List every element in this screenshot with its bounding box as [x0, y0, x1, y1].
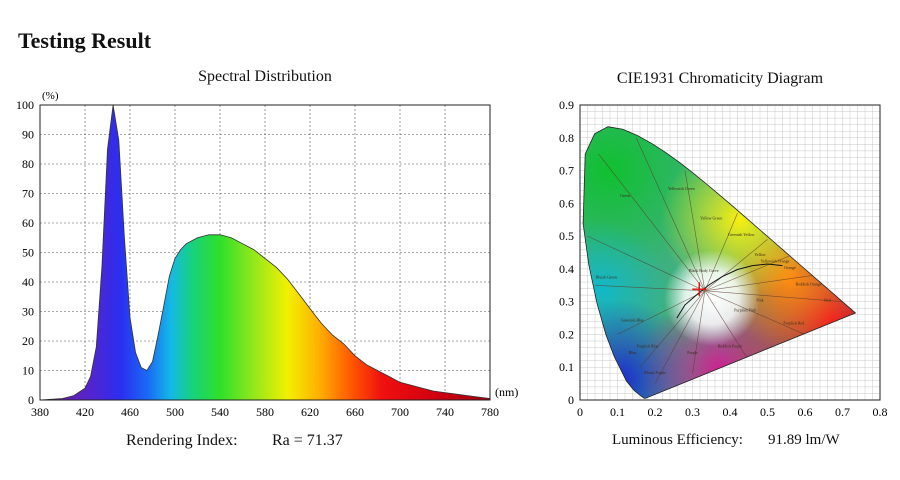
- rendering-index-value: Ra = 71.37: [272, 432, 343, 449]
- cie-x-tick-label: 0.7: [835, 405, 850, 419]
- cie-y-tick-label: 0.1: [559, 360, 574, 374]
- spectral-x-tick-label: 580: [256, 405, 274, 419]
- spectral-y-tick-label: 70: [22, 187, 34, 201]
- cie-region-label: Orange: [784, 265, 796, 270]
- cie-region-label: Yellowish Green: [668, 186, 695, 191]
- spectral-y-axis-label: (%): [42, 90, 59, 102]
- cie-region-label: Greenish Yellow: [728, 232, 755, 237]
- cie-spectral-locus: [582, 126, 857, 399]
- spectral-chart-title: Spectral Distribution: [198, 68, 332, 85]
- spectral-y-tick-label: 20: [22, 334, 34, 348]
- spectral-x-tick-label: 740: [436, 405, 454, 419]
- spectral-x-tick-label: 460: [121, 405, 139, 419]
- cie-region-label: Purple: [687, 350, 698, 355]
- cie-y-tick-label: 0.2: [559, 327, 574, 341]
- spectral-x-tick-label: 380: [31, 405, 49, 419]
- spectral-y-tick-label: 10: [22, 364, 34, 378]
- cie-region-label: Purplish Pink: [734, 308, 756, 313]
- cie-x-tick-label: 0.6: [798, 405, 813, 419]
- cie-region-label: Purplish Red: [783, 321, 804, 326]
- spectral-y-tick-label: 90: [22, 128, 34, 142]
- spectral-y-tick-label: 40: [22, 275, 34, 289]
- cie-y-tick-label: 0.4: [559, 262, 574, 276]
- luminous-efficiency-value: 91.89 lm/W: [768, 432, 840, 448]
- cie-x-tick-label: 0.2: [648, 405, 663, 419]
- cie-x-tick-label: 0.1: [610, 405, 625, 419]
- spectral-series-area: [40, 105, 490, 400]
- rendering-index-label: Rendering Index:: [126, 432, 238, 449]
- cie-region-label: Green: [620, 193, 630, 198]
- cie-region-label: Bluish Purple: [644, 370, 666, 375]
- cie-region-label: Red: [824, 298, 830, 303]
- cie-region-label: Reddish Purple: [718, 344, 743, 349]
- cie-region-label: Yellow: [754, 252, 765, 257]
- spectral-x-axis-label: (nm): [495, 385, 518, 399]
- cie-region-label: Reddish Orange: [796, 281, 822, 286]
- cie-measured-points: [692, 282, 707, 297]
- spectral-x-tick-label: 500: [166, 405, 184, 419]
- spectral-x-tick-label: 420: [76, 405, 94, 419]
- cie-region-labels: Green Yellowish Green Yellow Green Greenish…: [596, 186, 831, 375]
- cie-region-label: Pink: [756, 298, 763, 303]
- cie-x-tick-label: 0.8: [873, 405, 888, 419]
- spectral-x-tick-label: 700: [391, 405, 409, 419]
- spectral-plot-frame: [39, 104, 491, 401]
- cie-y-tick-label: 0.3: [559, 295, 574, 309]
- cie-y-tick-label: 0.6: [559, 196, 574, 210]
- cie-y-tick-label: 0: [568, 393, 574, 407]
- cie-y-tick-label: 0.8: [559, 131, 574, 145]
- cie-region-label: Greenish Blue: [621, 317, 644, 322]
- spectral-x-tick-label: 780: [481, 405, 499, 419]
- cie-region-label: Yellow Green: [700, 216, 722, 221]
- cie-x-tick-label: 0.3: [685, 405, 700, 419]
- spectral-y-tick-label: 50: [22, 246, 34, 260]
- cie-y-tick-label: 0.7: [559, 164, 574, 178]
- spectral-y-tick-label: 0: [28, 393, 34, 407]
- cie-x-tick-label: 0.5: [760, 405, 775, 419]
- spectral-y-tick-label: 60: [22, 216, 34, 230]
- cie-region-label: Bluish Green: [596, 275, 617, 280]
- cie-measured-point: [692, 282, 707, 297]
- luminous-efficiency-label: Luminous Efficiency:: [612, 432, 743, 448]
- cie-region-label: Blue: [629, 350, 637, 355]
- cie-chart-title: CIE1931 Chromaticity Diagram: [616, 70, 824, 87]
- spectral-x-tick-label: 540: [211, 405, 229, 419]
- page-title: Testing Result: [18, 28, 152, 53]
- cie-region-label: Purplish Blue: [637, 344, 659, 349]
- cie-plot-frame: [579, 104, 881, 401]
- cie-black-body-curve: [676, 263, 783, 319]
- cie-region-label: Yellowish Orange: [761, 258, 790, 263]
- spectral-x-tick-label: 620: [301, 405, 319, 419]
- cie-y-tick-label: 0.9: [559, 98, 574, 112]
- spectral-tick-labels: 380 420 460 500 540 580 620 660 700 740 780 0 10 20 30…: [16, 98, 499, 419]
- cie-y-tick-label: 0.5: [559, 229, 574, 243]
- cie-region-label: Black Body Curve: [689, 268, 719, 273]
- cie-x-tick-label: 0: [577, 405, 583, 419]
- spectral-y-tick-label: 30: [22, 305, 34, 319]
- spectral-x-tick-label: 660: [346, 405, 364, 419]
- cie-x-tick-label: 0.4: [723, 405, 738, 419]
- cie-tick-labels: 0 0.1 0.2 0.3 0.4 0.5 0.6 0.7 0.8 0 0.1 0.2 0.3 0.4 0.…: [559, 98, 888, 419]
- spectral-y-tick-label: 100: [16, 98, 34, 112]
- spectral-y-tick-label: 80: [22, 157, 34, 171]
